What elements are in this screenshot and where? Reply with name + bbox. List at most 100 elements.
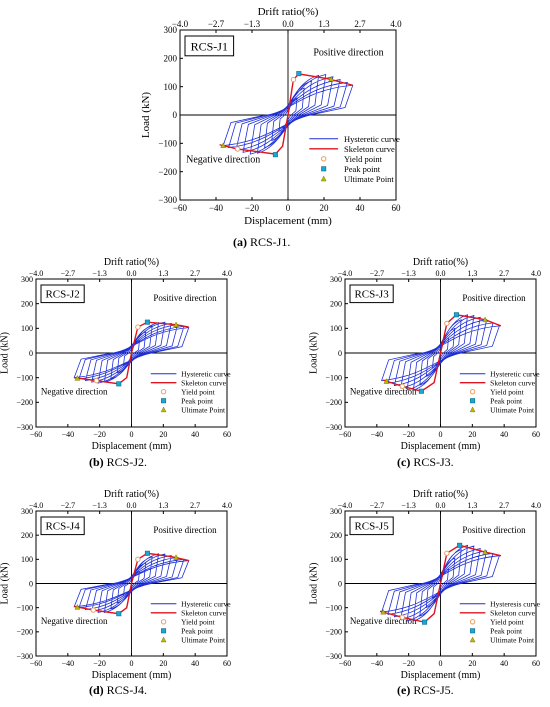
x-tick-label: −20: [402, 659, 415, 668]
legend-swatch-peak: [161, 628, 167, 634]
yield-point: [135, 324, 141, 330]
x-tick-label: 20: [159, 659, 167, 668]
x2-tick-label: 2.7: [190, 269, 200, 278]
peak-point: [453, 312, 459, 318]
plot-frame: [344, 510, 537, 657]
x2-tick-label: 4.0: [222, 269, 232, 278]
x-tick-label: 40: [500, 659, 508, 668]
x2-tick-label: −2.7: [61, 269, 76, 278]
x2-tick-label: −1.3: [92, 269, 107, 278]
x-tick-label: 20: [468, 659, 476, 668]
ultimate-point: [74, 604, 81, 610]
y-tick-label: 200: [21, 299, 33, 308]
specimen-label: RCS-J3: [354, 289, 389, 301]
caption-d: (d) RCS-J4.: [89, 683, 148, 697]
yield-point: [93, 377, 100, 384]
skeleton-curve: [219, 73, 353, 155]
x2-tick-label: 1.3: [158, 269, 168, 278]
x-tick-label: 60: [223, 659, 231, 668]
caption-e: (e) RCS-J5.: [397, 683, 454, 697]
legend-label: Ultimate Point: [344, 174, 394, 184]
peak-point: [296, 71, 302, 77]
x2-tick-label: −4.0: [29, 501, 44, 510]
chart-panel-1: −60 −40 −20 0 20 40 60−4.0 −2.7 −1.3 0.0 1.3 2.7 4.0…: [140, 6, 402, 227]
x-tick-label: −20: [245, 203, 260, 213]
y-tick-label: 200: [330, 299, 342, 308]
x2-tick-label: 2.7: [354, 19, 366, 29]
caption-b: (b) RCS-J2.: [89, 455, 148, 469]
y-tick-label: 200: [21, 531, 33, 540]
ultimate-point: [74, 375, 81, 381]
x-axis-title: Displacement (mm): [92, 441, 172, 452]
positive-direction-label: Positive direction: [153, 525, 217, 535]
legend-label: Yield point: [181, 618, 215, 627]
legend-swatch-peak: [470, 628, 476, 634]
hysteretic-curve: [381, 314, 500, 391]
x-tick-label: 20: [320, 203, 330, 213]
x2-axis-title: Drift ratio(%): [413, 257, 468, 268]
legend-swatch-yield: [320, 156, 327, 162]
skeleton-curve: [379, 544, 502, 623]
x-tick-label: 40: [191, 430, 199, 439]
peak-point: [144, 319, 150, 325]
y-tick-label: −300: [325, 423, 342, 432]
y-tick-label: −100: [325, 373, 342, 382]
peak-point: [272, 152, 278, 158]
y-tick-label: 300: [21, 507, 33, 516]
y-tick-label: 0: [29, 579, 33, 588]
legend-label: Skeleton curve: [490, 609, 535, 618]
y-tick-label: 100: [330, 555, 342, 564]
legend-label: Peak point: [490, 397, 523, 406]
positive-direction-label: Positive direction: [313, 48, 383, 59]
x-tick-label: 60: [223, 430, 231, 439]
legend-label: Yield point: [181, 388, 215, 397]
yield-point: [399, 614, 405, 621]
specimen-label: RCS-J1: [191, 39, 228, 53]
x2-tick-label: 4.0: [222, 501, 232, 510]
x-tick-label: 0: [130, 659, 134, 668]
x-tick-label: 0: [286, 203, 291, 213]
x-tick-label: −40: [62, 659, 75, 668]
chart-panel-3: −60 −40 −20 0 20 40 60−4.0 −2.7 −1.3 0.0 1.3 2.7 4.0…: [309, 257, 541, 452]
x-tick-label: −60: [173, 203, 188, 213]
y-tick-label: −300: [16, 652, 33, 661]
x2-tick-label: −1.3: [401, 269, 416, 278]
x2-axis-title: Drift ratio(%): [258, 6, 319, 18]
peak-point: [457, 542, 463, 548]
legend-label: Hysteretic curve: [490, 370, 540, 379]
plot-frame: [35, 278, 228, 428]
x2-tick-label: 4.0: [531, 501, 541, 510]
x-tick-label: 60: [532, 659, 540, 668]
negative-direction-label: Negative direction: [350, 386, 417, 396]
x2-tick-label: 2.7: [499, 501, 509, 510]
legend-swatch-ultimate: [160, 406, 167, 413]
x2-tick-label: 1.3: [467, 269, 477, 278]
ultimate-point: [383, 378, 390, 384]
yield-point: [90, 607, 97, 613]
x2-tick-label: 4.0: [531, 269, 541, 278]
x-tick-label: 0: [439, 659, 443, 668]
x2-tick-label: −2.7: [370, 501, 385, 510]
ultimate-point: [173, 554, 179, 560]
y-tick-label: 0: [29, 349, 33, 358]
x2-tick-label: 1.3: [158, 501, 168, 510]
x2-axis-title: Drift ratio(%): [104, 257, 159, 268]
y-tick-label: −200: [16, 398, 33, 407]
legend-swatch-yield: [469, 619, 476, 625]
y-tick-label: 100: [21, 324, 33, 333]
y-axis-title: Load (kN): [309, 563, 320, 605]
x-tick-label: 40: [356, 203, 366, 213]
x-tick-label: −60: [30, 430, 43, 439]
y-axis-title: Load (kN): [0, 332, 11, 374]
legend-label: Yield point: [490, 618, 524, 627]
legend-label: Skeleton curve: [181, 609, 226, 618]
x-tick-label: 60: [532, 430, 540, 439]
x2-tick-label: −4.0: [29, 269, 44, 278]
x2-tick-label: 1.3: [318, 19, 330, 29]
y-tick-label: 300: [21, 275, 33, 284]
ultimate-point: [380, 608, 387, 615]
negative-direction-label: Negative direction: [350, 616, 417, 626]
legend-label: Hysteretic curve: [181, 370, 231, 379]
x2-tick-label: −1.3: [244, 19, 261, 29]
